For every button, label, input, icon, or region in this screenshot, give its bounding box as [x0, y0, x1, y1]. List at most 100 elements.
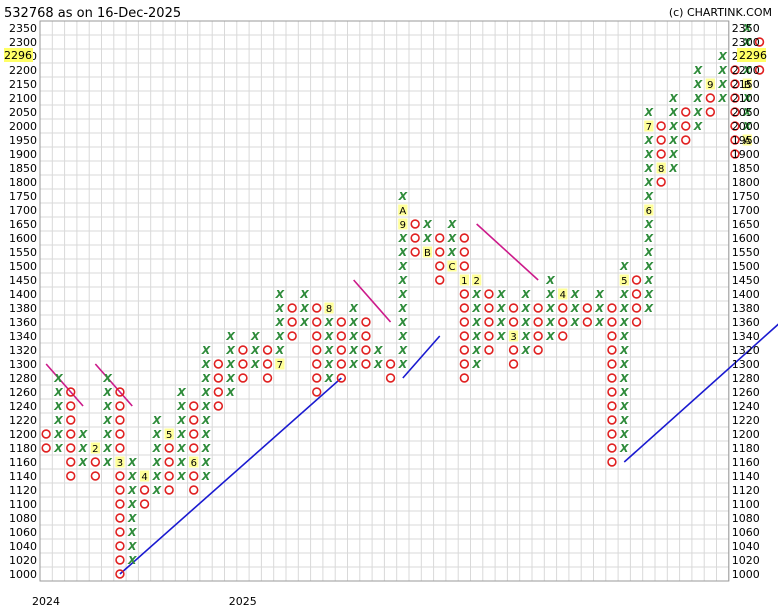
month-marker: 8 — [326, 304, 332, 315]
x-mark: X — [201, 442, 211, 455]
x-mark: X — [644, 274, 654, 287]
x-mark: X — [398, 246, 408, 259]
y-tick-label-right: 2350 — [732, 22, 760, 35]
credit-text: (c) CHARTINK.COM — [669, 6, 772, 19]
x-mark: X — [471, 316, 481, 329]
y-tick-label-right: 2150 — [732, 78, 760, 91]
o-mark — [558, 303, 568, 313]
y-axis-left: 2350230022502200215021002050200019501900… — [9, 22, 37, 581]
o-mark — [262, 359, 273, 369]
x-mark: X — [717, 50, 727, 63]
y-tick-label-right: 1950 — [732, 134, 760, 147]
y-tick-label-right: 1280 — [732, 372, 760, 385]
x-mark: X — [570, 288, 580, 301]
x-mark: X — [496, 316, 506, 329]
y-tick-label-right: 1040 — [732, 540, 760, 553]
x-mark: X — [398, 302, 408, 315]
month-marker-box — [742, 134, 752, 146]
y-tick-label-right: 1260 — [732, 386, 760, 399]
resistance-trendline — [476, 223, 539, 281]
o-mark — [607, 303, 617, 313]
month-marker-box — [398, 218, 408, 230]
y-tick-label-left: 1240 — [9, 400, 37, 413]
y-tick-label-right: 1750 — [732, 190, 760, 203]
y-tick-label-left: 1080 — [9, 512, 37, 525]
chart-grid — [39, 20, 730, 582]
o-mark — [484, 289, 494, 299]
o-mark — [607, 415, 617, 425]
o-mark — [287, 331, 297, 341]
o-mark — [189, 485, 199, 495]
o-mark — [164, 443, 174, 453]
support-trendline — [119, 377, 342, 575]
x-mark: X — [127, 540, 137, 553]
x-mark: X — [644, 288, 654, 301]
o-mark — [656, 121, 666, 131]
x-mark: X — [176, 386, 186, 399]
month-marker-box — [324, 302, 334, 314]
y-tick-label-left: 1550 — [9, 246, 37, 259]
x-mark: X — [398, 358, 408, 371]
x-mark: X — [78, 428, 88, 441]
o-mark — [90, 471, 101, 481]
x-mark: X — [152, 428, 162, 441]
month-marker-box — [742, 78, 752, 90]
y-tick-label-left: 1200 — [9, 428, 37, 441]
o-mark — [336, 345, 347, 355]
x-mark: X — [693, 78, 703, 91]
y-tick-label-left: 1060 — [9, 526, 37, 539]
x-mark: X — [644, 148, 654, 161]
month-marker: 7 — [646, 122, 652, 133]
y-tick-label-left: 1360 — [9, 316, 37, 329]
x-mark: X — [619, 428, 629, 441]
o-mark — [459, 247, 470, 257]
o-mark — [607, 443, 617, 453]
y-tick-label-left: 1100 — [9, 498, 37, 511]
x-mark: X — [127, 470, 137, 483]
y-tick-label-right: 2200 — [732, 64, 760, 77]
x-mark: X — [496, 302, 506, 315]
o-mark — [607, 457, 617, 467]
o-mark — [287, 317, 297, 327]
month-marker: 4 — [141, 472, 147, 483]
x-mark: X — [53, 414, 63, 427]
x-mark: X — [447, 218, 457, 231]
resistance-trendline — [353, 279, 392, 323]
current-price-left: 2296 — [4, 49, 32, 62]
y-tick-label-left: 2050 — [9, 106, 37, 119]
o-mark — [607, 345, 617, 355]
x-mark: X — [644, 176, 654, 189]
x-mark: X — [176, 442, 186, 455]
x-mark: X — [545, 316, 555, 329]
x-mark: X — [447, 232, 457, 245]
y-tick-label-left: 1280 — [9, 372, 37, 385]
x-mark: X — [398, 274, 408, 287]
x-mark: X — [619, 330, 629, 343]
o-mark — [533, 331, 543, 341]
y-tick-label-right: 1220 — [732, 414, 760, 427]
month-marker-box — [189, 456, 199, 468]
x-mark: X — [53, 386, 63, 399]
month-marker-box — [447, 260, 457, 272]
o-mark — [115, 471, 125, 481]
o-mark — [459, 261, 470, 271]
x-mark: X — [668, 134, 678, 147]
o-mark — [607, 373, 617, 383]
x-mark: X — [619, 400, 629, 413]
y-tick-label-right: 1160 — [732, 456, 760, 469]
x-mark: X — [594, 288, 604, 301]
x-mark: X — [348, 344, 358, 357]
y-tick-label-left: 1140 — [9, 470, 37, 483]
month-marker-box — [459, 274, 469, 286]
y-tick-label-right: 1140 — [732, 470, 760, 483]
x-mark: X — [275, 330, 285, 343]
x-mark: X — [447, 246, 457, 259]
x-mark: X — [644, 260, 654, 273]
y-tick-label-left: 1600 — [9, 232, 37, 245]
x-mark: X — [102, 442, 112, 455]
month-marker: 4 — [560, 290, 566, 301]
x-mark: X — [201, 428, 211, 441]
o-mark — [459, 373, 470, 383]
x-mark: X — [201, 414, 211, 427]
x-mark: X — [127, 526, 137, 539]
